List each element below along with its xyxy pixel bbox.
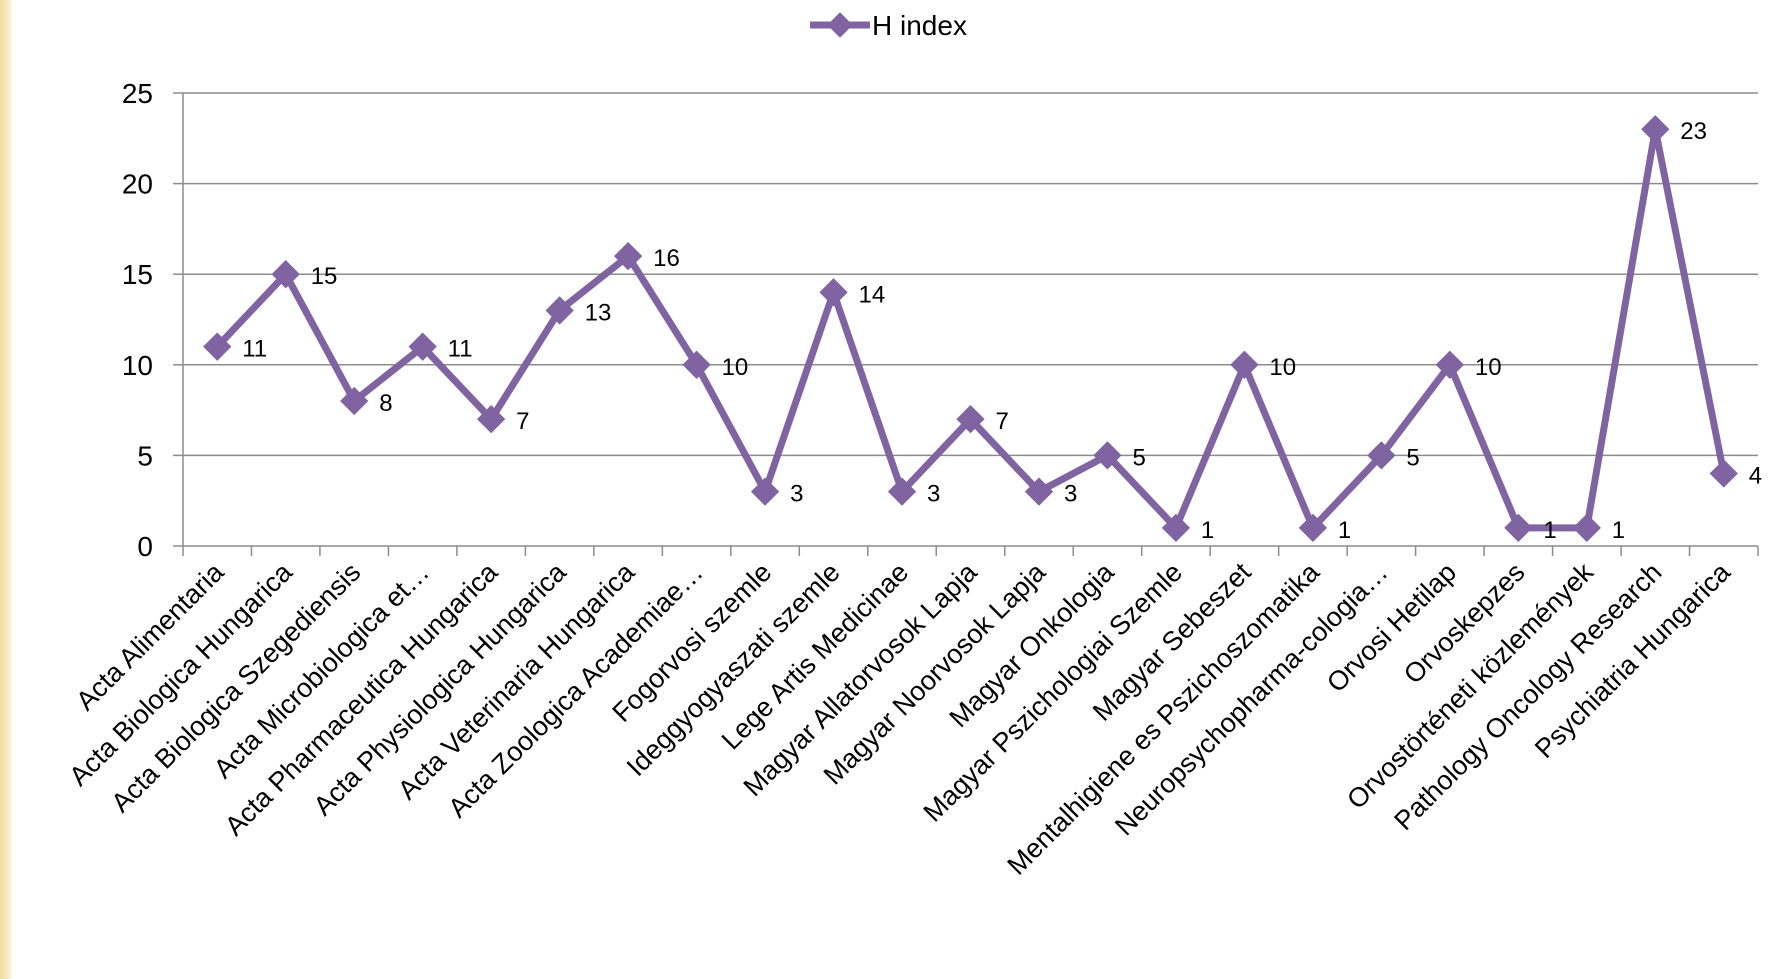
- gridlines: [183, 92, 1758, 457]
- data-point-marker: [1093, 441, 1122, 470]
- data-point-marker: [1367, 441, 1396, 470]
- data-point-marker: [1435, 350, 1464, 379]
- data-point-marker: [819, 278, 848, 307]
- data-point-marker: [613, 241, 643, 271]
- slide-edge-decoration: [0, 0, 12, 979]
- data-label: 13: [585, 299, 612, 326]
- y-tick-label-10: 10: [122, 350, 153, 381]
- data-label: 3: [790, 481, 803, 508]
- data-point-marker: [1641, 115, 1670, 144]
- y-tick-label-20: 20: [122, 169, 153, 200]
- series-line-h-index: [213, 125, 1728, 532]
- legend: H index: [810, 10, 967, 41]
- data-point-marker: [477, 405, 506, 434]
- data-label: 10: [722, 354, 749, 381]
- data-point-marker: [956, 405, 985, 434]
- data-label: 8: [379, 390, 392, 417]
- axes: [173, 92, 1759, 556]
- data-label: 3: [1064, 481, 1077, 508]
- x-category-label: Acta Biologica Szegediensis: [105, 557, 366, 818]
- data-point-marker: [1572, 513, 1601, 543]
- data-label: 15: [311, 263, 338, 290]
- data-label: 11: [448, 336, 473, 363]
- data-label: 16: [653, 245, 680, 272]
- legend-label: H index: [872, 10, 967, 41]
- data-point-marker: [750, 477, 780, 506]
- data-point-marker: [271, 260, 300, 289]
- data-point-marker: [1230, 350, 1259, 379]
- data-point-marker: [1709, 459, 1738, 488]
- data-point-marker: [340, 386, 369, 416]
- data-label: 7: [996, 408, 1009, 435]
- series-h-index: [203, 115, 1738, 543]
- y-tick-label-25: 25: [122, 78, 153, 109]
- data-label: 10: [1269, 354, 1296, 381]
- data-label: 1: [1612, 517, 1625, 544]
- data-label: 11: [242, 336, 267, 363]
- data-label: 1: [1338, 517, 1351, 544]
- data-label: 5: [1132, 444, 1145, 471]
- data-label: 1: [1543, 517, 1556, 544]
- data-label: 23: [1680, 118, 1707, 145]
- data-label: 1: [1201, 517, 1214, 544]
- data-point-marker: [408, 332, 437, 361]
- data-point-marker: [1024, 477, 1054, 506]
- data-label: 4: [1749, 463, 1762, 490]
- data-point-marker: [545, 296, 574, 325]
- data-point-marker: [1161, 513, 1191, 543]
- data-label: 10: [1475, 354, 1502, 381]
- data-label: 3: [927, 481, 940, 508]
- data-point-marker: [1298, 513, 1328, 543]
- y-tick-label-5: 5: [137, 440, 153, 471]
- data-label: 5: [1406, 444, 1419, 471]
- y-tick-label-15: 15: [122, 259, 153, 290]
- data-point-marker: [682, 350, 711, 379]
- legend-marker-swatch: [827, 12, 853, 38]
- y-axis-tick-labels: 0 5 10 15 20 25: [122, 78, 153, 562]
- data-label: 7: [516, 408, 529, 435]
- data-point-marker: [887, 477, 917, 506]
- data-point-marker: [1504, 513, 1533, 543]
- y-tick-label-0: 0: [137, 531, 153, 562]
- data-label: 14: [859, 281, 886, 308]
